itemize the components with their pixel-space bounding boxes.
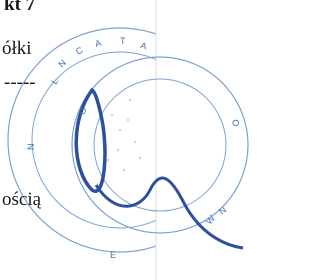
seam-cover xyxy=(156,0,253,280)
diagram-label: E xyxy=(110,250,116,260)
diagram-label: N xyxy=(26,144,36,151)
text-line: kt 7 xyxy=(4,0,36,15)
text-line: ością xyxy=(2,189,42,210)
page: {"document": { "lines": ["kt 7", "ółki",… xyxy=(0,0,253,280)
text-line: ----- xyxy=(4,72,36,93)
text-line: ółki xyxy=(2,38,32,59)
document-fragment: C A N T A L O W E N O N kt 7 ółki ----- … xyxy=(0,0,253,280)
diagram-label: T xyxy=(120,36,126,46)
